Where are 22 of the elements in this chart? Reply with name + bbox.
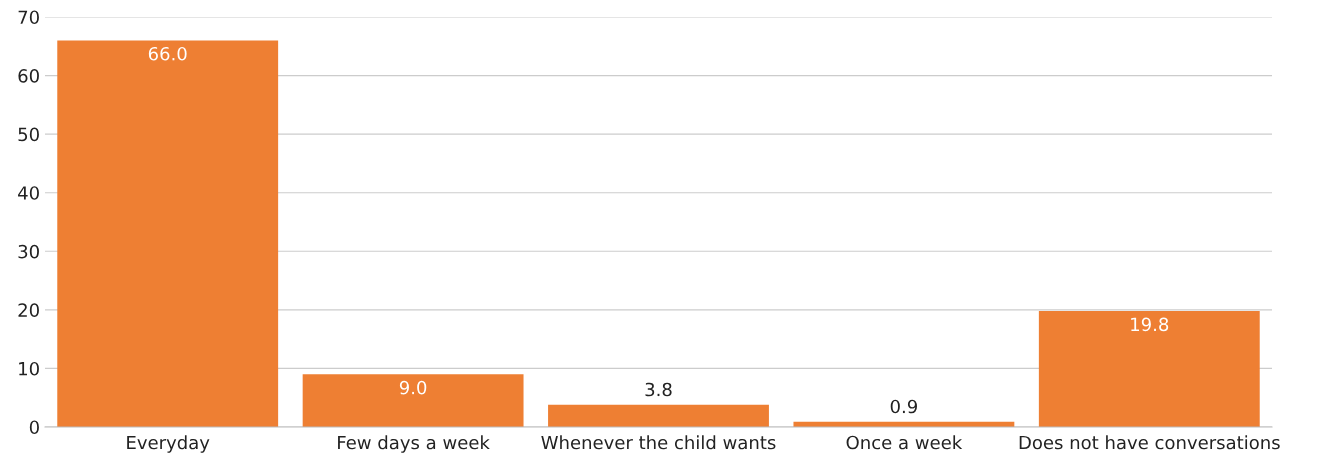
bar bbox=[1038, 311, 1260, 427]
data-label: 66.0 bbox=[148, 46, 187, 61]
y-tick-label: 40 bbox=[18, 186, 39, 200]
bar bbox=[57, 40, 279, 427]
x-tick-label: Once a week bbox=[846, 435, 963, 450]
y-tick-label: 50 bbox=[18, 127, 39, 142]
y-tick-label: 0 bbox=[29, 420, 39, 435]
y-tick-label: 70 bbox=[18, 10, 39, 25]
y-tick-label: 10 bbox=[19, 361, 39, 376]
y-tick-label: 20 bbox=[18, 303, 39, 317]
data-label: 9.0 bbox=[399, 380, 427, 395]
data-label: 19.8 bbox=[1131, 317, 1169, 332]
y-tick-label: 60 bbox=[18, 69, 39, 83]
x-tick-label: Few days a week bbox=[338, 435, 490, 453]
data-label: 0.9 bbox=[890, 399, 917, 414]
y-tick-label: 30 bbox=[18, 244, 39, 259]
x-tick-label: Whenever the child wants bbox=[541, 435, 776, 450]
bar bbox=[302, 374, 524, 427]
bar bbox=[548, 404, 769, 427]
x-tick-label: Does not have conversations bbox=[1019, 435, 1280, 450]
data-label: 3.8 bbox=[645, 382, 672, 397]
x-tick-label: Everyday bbox=[127, 435, 210, 453]
